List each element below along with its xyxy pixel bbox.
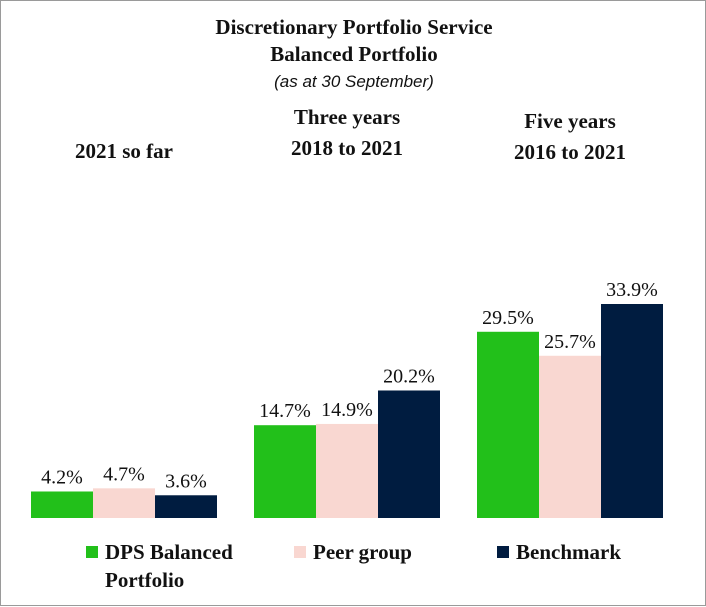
group-label-line2: 2018 to 2021	[291, 136, 403, 160]
legend-label: Peer group	[313, 540, 412, 564]
group-label: Five years	[524, 109, 616, 133]
bar-0-2	[477, 331, 539, 518]
data-label: 25.7%	[544, 331, 596, 353]
data-label: 33.9%	[606, 279, 658, 301]
data-label: 14.9%	[321, 399, 373, 421]
data-label: 29.5%	[482, 307, 534, 329]
data-label: 4.7%	[103, 463, 145, 485]
legend-swatch	[497, 546, 509, 558]
chart-title: Discretionary Portfolio Service	[215, 15, 492, 39]
legend-label: DPS Balanced	[105, 540, 233, 564]
bar-2-1	[378, 390, 440, 518]
legend-label-line2: Portfolio	[105, 568, 184, 592]
legend-swatch	[294, 546, 306, 558]
data-label: 4.2%	[41, 466, 83, 488]
chart-subtitle: Balanced Portfolio	[270, 42, 437, 66]
data-label: 20.2%	[383, 365, 435, 387]
bar-2-2	[601, 304, 663, 518]
bar-0-0	[31, 491, 93, 518]
bar-1-0	[93, 488, 155, 518]
bar-1-1	[316, 423, 378, 518]
group-label: 2021 so far	[75, 139, 173, 163]
bar-0-1	[254, 425, 316, 518]
legend-swatch	[86, 546, 98, 558]
bar-2-0	[155, 495, 217, 518]
data-label: 14.7%	[259, 400, 311, 422]
bar-1-2	[539, 355, 601, 518]
data-label: 3.6%	[165, 470, 207, 492]
group-label: Three years	[294, 105, 400, 129]
chart-note: (as at 30 September)	[274, 72, 434, 91]
legend-label: Benchmark	[516, 540, 621, 564]
group-label-line2: 2016 to 2021	[514, 140, 626, 164]
